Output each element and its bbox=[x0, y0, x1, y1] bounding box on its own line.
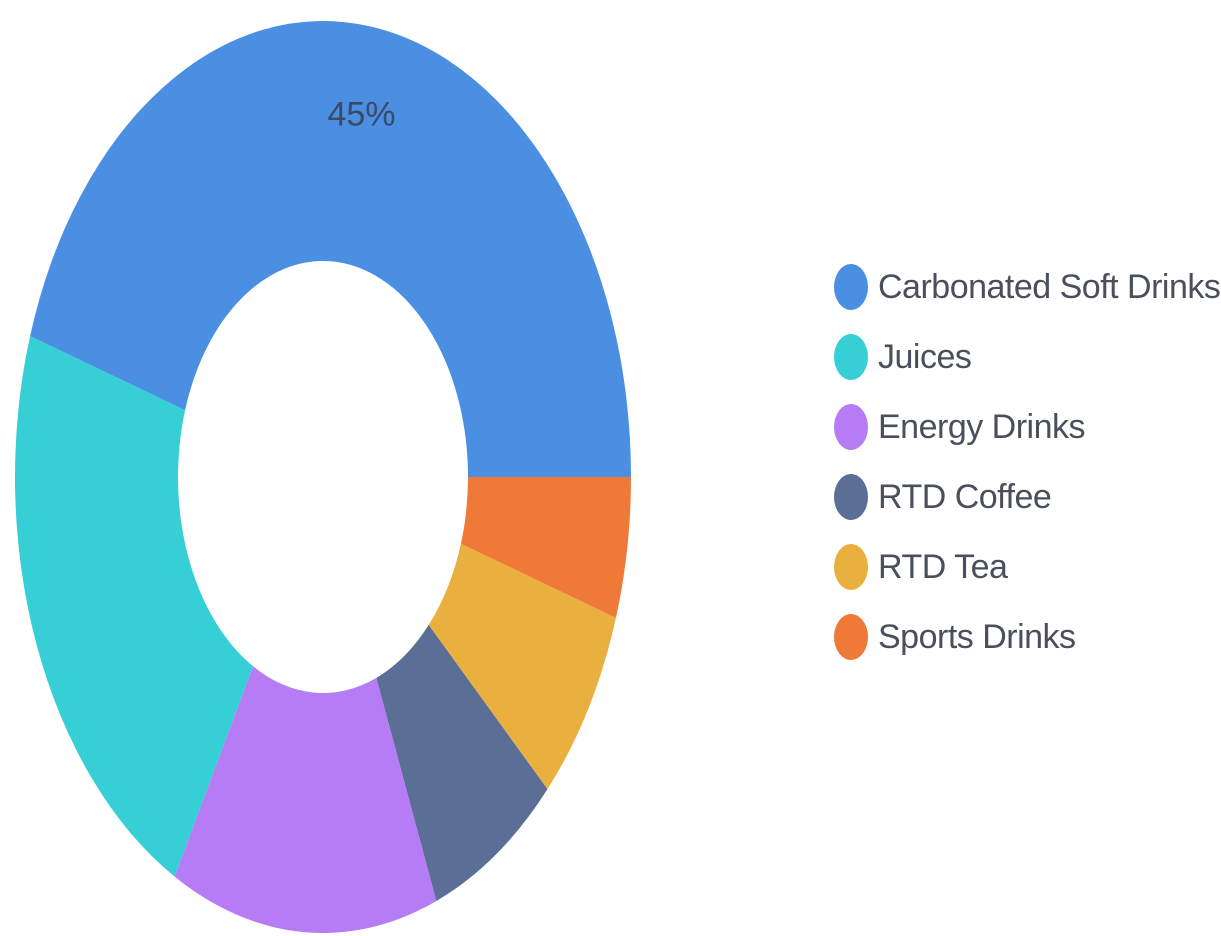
slice-carbonated-soft-drinks[interactable] bbox=[30, 21, 632, 478]
legend-label: Energy Drinks bbox=[878, 407, 1086, 446]
slice-energy-drinks[interactable] bbox=[174, 666, 437, 933]
legend-swatch bbox=[834, 334, 868, 380]
slice-juices[interactable] bbox=[15, 336, 254, 877]
legend-item-juices[interactable]: Juices bbox=[834, 322, 1219, 392]
donut-slice-labels: 45% bbox=[327, 96, 395, 134]
chart-legend: Carbonated Soft Drinks Juices Energy Dri… bbox=[834, 252, 1221, 672]
legend-item-rtd-coffee[interactable]: RTD Coffee bbox=[834, 462, 1219, 532]
legend-label: Carbonated Soft Drinks bbox=[878, 267, 1221, 306]
legend-item-sports-drinks[interactable]: Sports Drinks bbox=[834, 602, 1219, 672]
slice-sports-drinks[interactable] bbox=[460, 477, 631, 618]
legend-item-carbonated-soft-drinks[interactable]: Carbonated Soft Drinks bbox=[834, 252, 1221, 322]
legend-label: Juices bbox=[878, 337, 972, 376]
legend-item-rtd-tea[interactable]: RTD Tea bbox=[834, 532, 1219, 602]
legend-swatch bbox=[834, 614, 868, 660]
legend-label: RTD Coffee bbox=[878, 477, 1052, 516]
slice-rtd-coffee[interactable] bbox=[376, 624, 548, 901]
legend-label: RTD Tea bbox=[878, 547, 1008, 586]
donut-slices bbox=[15, 21, 632, 933]
slice-rtd-tea[interactable] bbox=[428, 543, 616, 790]
legend-swatch bbox=[834, 264, 868, 310]
data-label-carbonated-soft-drinks: 45% bbox=[327, 96, 395, 134]
legend-item-energy-drinks[interactable]: Energy Drinks bbox=[834, 392, 1219, 462]
legend-swatch bbox=[834, 404, 868, 450]
legend-label: Sports Drinks bbox=[878, 617, 1076, 656]
legend-swatch bbox=[834, 474, 868, 520]
legend-swatch bbox=[834, 544, 868, 590]
